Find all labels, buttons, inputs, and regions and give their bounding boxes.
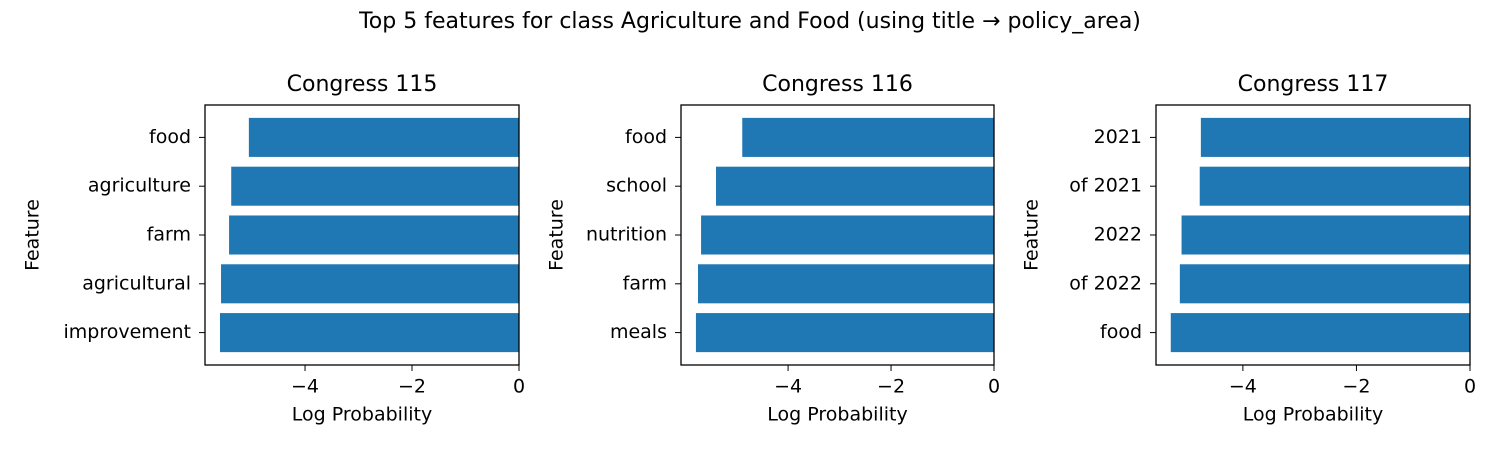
- x-tick-label: 0: [1464, 376, 1476, 398]
- bar: [229, 215, 520, 255]
- x-axis-label: Log Probability: [292, 404, 432, 426]
- bar: [701, 215, 994, 255]
- y-tick-label: agricultural: [82, 272, 191, 294]
- y-tick-label: meals: [610, 321, 667, 343]
- axes-frame: [204, 104, 520, 366]
- axes-frame: [1155, 104, 1471, 366]
- y-axis-label: Feature: [22, 199, 44, 271]
- y-tick-label: food: [149, 126, 191, 148]
- y-axis-label: Feature: [546, 199, 568, 271]
- bar: [221, 264, 519, 304]
- y-tick-label: food: [1100, 321, 1142, 343]
- bar: [231, 166, 519, 206]
- x-tick-label: 0: [513, 376, 525, 398]
- bar: [1199, 166, 1470, 206]
- y-tick-label: farm: [623, 272, 667, 294]
- y-tick-label: food: [625, 126, 667, 148]
- x-axis-label: Log Probability: [767, 404, 907, 426]
- y-tick-label: 2021: [1094, 126, 1142, 148]
- bar: [248, 117, 519, 157]
- y-tick-label: farm: [147, 224, 191, 246]
- y-tick-label: school: [606, 175, 667, 197]
- axes-frame: [680, 104, 995, 366]
- x-tick-label: −2: [1342, 376, 1370, 398]
- bar: [1200, 117, 1470, 157]
- axes-title: Congress 117: [1238, 72, 1389, 97]
- bar: [1181, 215, 1470, 255]
- x-tick-label: −2: [877, 376, 905, 398]
- figure-title: Top 5 features for class Agriculture and…: [358, 9, 1141, 34]
- bar: [695, 313, 994, 353]
- y-tick-label: improvement: [64, 321, 192, 343]
- x-axis-label: Log Probability: [1243, 404, 1383, 426]
- x-tick-label: −4: [291, 376, 319, 398]
- bar: [716, 166, 994, 206]
- y-tick-label: agriculture: [88, 175, 191, 197]
- axes-title: Congress 115: [287, 72, 438, 97]
- x-tick-label: 0: [988, 376, 1000, 398]
- x-tick-label: −4: [774, 376, 802, 398]
- y-tick-label: nutrition: [586, 224, 667, 246]
- axes-title: Congress 116: [762, 72, 913, 97]
- bar: [1170, 313, 1470, 353]
- y-tick-label: of 2021: [1069, 175, 1142, 197]
- y-axis-label: Feature: [1021, 199, 1043, 271]
- x-tick-label: −2: [398, 376, 426, 398]
- y-tick-label: 2022: [1094, 224, 1142, 246]
- bar: [742, 117, 994, 157]
- bar: [1179, 264, 1470, 304]
- y-tick-label: of 2022: [1069, 272, 1142, 294]
- x-tick-label: −4: [1229, 376, 1257, 398]
- bar: [219, 313, 520, 353]
- bar: [697, 264, 994, 304]
